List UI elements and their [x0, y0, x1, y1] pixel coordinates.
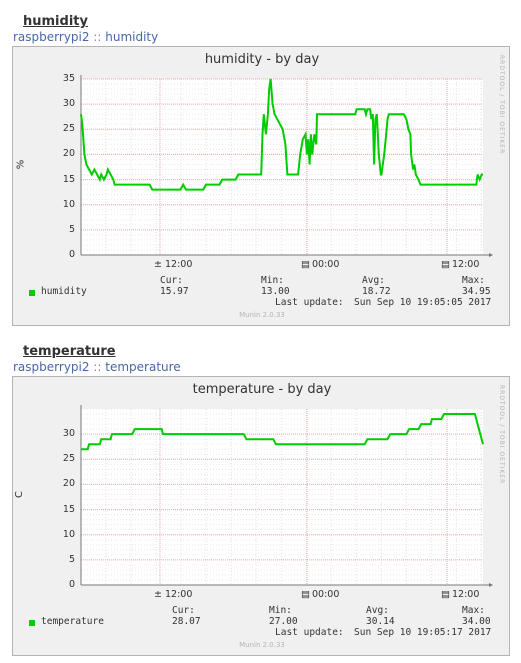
y-tick-label: 25: [62, 123, 75, 135]
legend-header-cur: Cur:: [160, 275, 183, 286]
calendar-icon: ▤: [441, 589, 450, 600]
last-update-value: Sun Sep 10 19:05:17 2017: [354, 627, 492, 638]
legend-header-max: Max:: [462, 605, 485, 616]
last-update-label: Last update:: [275, 627, 344, 638]
rrdtool-credit: RRDTOOL / TOBI OETIKER: [498, 55, 505, 155]
plus-minus-icon: ±: [154, 259, 162, 270]
x-tick-label: 12:00: [165, 259, 193, 270]
legend-swatch-humidity: [29, 290, 35, 296]
legend-value-cur: 15.97: [160, 286, 189, 297]
humidity-plot: [80, 75, 493, 257]
legend-value-cur: 28.07: [172, 616, 201, 627]
y-tick-label: 20: [62, 478, 75, 490]
y-tick-label: 25: [62, 453, 75, 465]
x-tick-label: 12:00: [452, 589, 480, 600]
series-line-temperature: [81, 413, 484, 451]
calendar-icon: ▤: [301, 589, 310, 600]
legend-value-min: 27.00: [269, 616, 298, 627]
legend-header-max: Max:: [462, 275, 485, 286]
y-tick-label: 5: [68, 553, 75, 565]
x-tick-label: 12:00: [165, 589, 193, 600]
temperature-plot: [80, 405, 493, 587]
x-axis-arrow: [489, 253, 493, 257]
legend-value-avg: 18.72: [362, 286, 391, 297]
last-update-value: Sun Sep 10 19:05:05 2017: [354, 297, 492, 308]
calendar-icon: ▤: [301, 259, 310, 270]
plus-minus-icon: ±: [154, 589, 162, 600]
legend-value-max: 34.95: [462, 286, 491, 297]
breadcrumb-temperature: raspberrypi2 :: temperature: [13, 360, 181, 374]
x-axis-arrow: [489, 583, 493, 587]
legend-header-min: Min:: [261, 275, 284, 286]
section-title-humidity[interactable]: humidity: [23, 14, 88, 29]
section-title-temperature[interactable]: temperature: [23, 344, 116, 359]
legend-value-min: 13.00: [261, 286, 290, 297]
breadcrumb-plugin-link[interactable]: humidity: [105, 30, 159, 44]
legend-header-avg: Avg:: [366, 605, 389, 616]
y-tick-label: 30: [62, 428, 75, 440]
y-tick-label: 10: [62, 528, 75, 540]
breadcrumb-plugin-link[interactable]: temperature: [105, 360, 181, 374]
legend-header-cur: Cur:: [172, 605, 195, 616]
breadcrumb-separator: ::: [93, 30, 102, 44]
legend-series-name: humidity: [41, 286, 87, 297]
last-update-label: Last update:: [275, 297, 344, 308]
graph-title: temperature - by day: [192, 382, 332, 397]
breadcrumb-host-link[interactable]: raspberrypi2: [13, 30, 90, 44]
breadcrumb-humidity: raspberrypi2 :: humidity: [13, 30, 158, 44]
y-tick-label: 35: [62, 73, 75, 84]
series-line-humidity: [80, 78, 483, 191]
munin-version-footer: Munin 2.0.33: [239, 311, 285, 319]
munin-version-footer: Munin 2.0.33: [239, 641, 285, 649]
y-tick-label: 5: [68, 223, 75, 235]
y-tick-label: 10: [62, 198, 75, 210]
x-tick-label: 12:00: [452, 259, 480, 270]
legend-value-max: 34.00: [462, 616, 491, 627]
y-tick-label: 15: [62, 503, 75, 515]
y-tick-label: 20: [62, 148, 75, 160]
y-tick-label: 15: [62, 173, 75, 185]
x-tick-label: 00:00: [312, 589, 340, 600]
legend-header-min: Min:: [269, 605, 292, 616]
graph-title: humidity - by day: [204, 52, 320, 67]
y-tick-label: 0: [68, 579, 75, 590]
y-tick-label: 0: [68, 249, 75, 260]
calendar-icon: ▤: [441, 259, 450, 270]
legend-header-avg: Avg:: [362, 275, 385, 286]
plot-area: [81, 79, 483, 255]
breadcrumb-host-link[interactable]: raspberrypi2: [13, 360, 90, 374]
rrdtool-credit: RRDTOOL / TOBI OETIKER: [498, 385, 505, 485]
x-tick-label: 00:00: [312, 259, 340, 270]
breadcrumb-separator: ::: [93, 360, 102, 374]
temperature-graph[interactable]: temperature - by day RRDTOOL / TOBI OETI…: [12, 376, 510, 656]
legend-value-avg: 30.14: [366, 616, 395, 627]
legend-swatch-temperature: [29, 620, 35, 626]
legend-series-name: temperature: [41, 616, 104, 627]
humidity-graph[interactable]: humidity - by day RRDTOOL / TOBI OETIKER…: [12, 46, 510, 326]
y-tick-label: 30: [62, 98, 75, 110]
plot-area: [81, 409, 483, 585]
